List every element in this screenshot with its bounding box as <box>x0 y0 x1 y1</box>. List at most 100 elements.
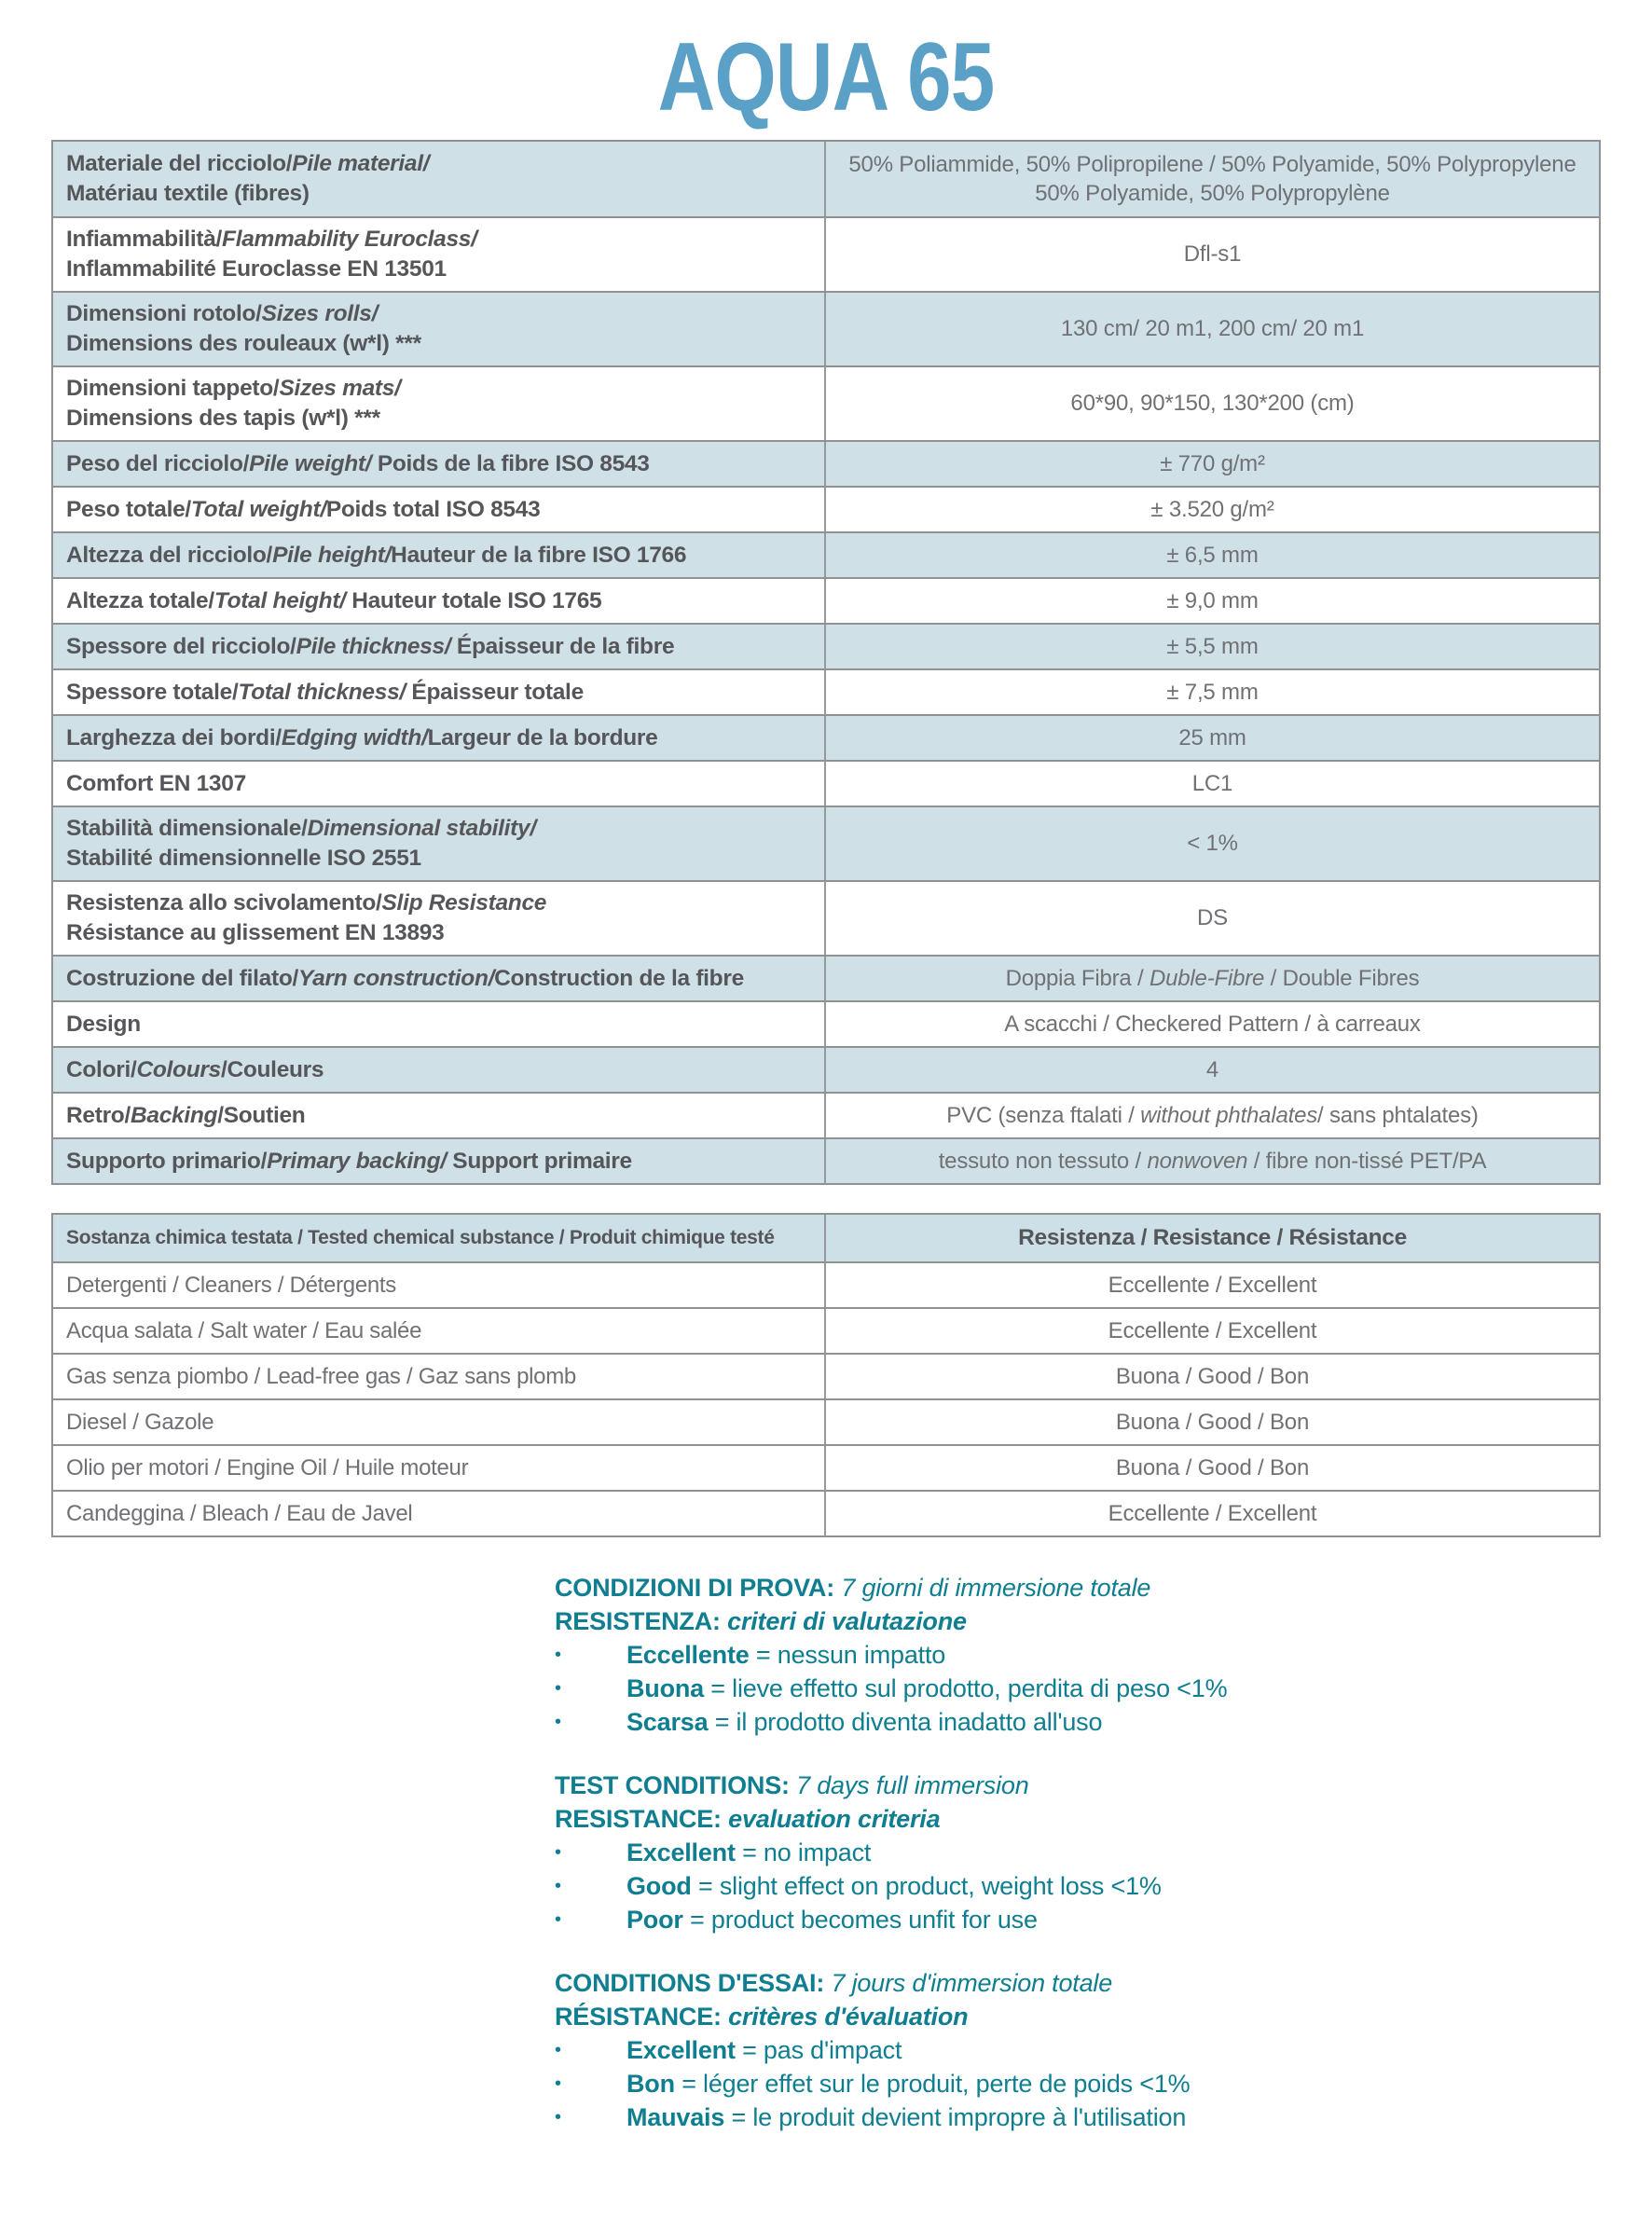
spec-value-cell: 50% Poliammide, 50% Polipropilene / 50% … <box>826 142 1599 216</box>
spec-row: Spessore del ricciolo/Pile thickness/ Ép… <box>53 623 1599 668</box>
text-segment: PVC (senza ftalati / <box>946 1102 1141 1128</box>
chem-row: Diesel / Gazole Buona / Good / Bon <box>53 1398 1599 1444</box>
note-heading: CONDITIONS D'ESSAI: 7 jours d'immersion … <box>555 1966 1652 2000</box>
note-item-text: Bon = léger effet sur le produit, perte … <box>626 2067 1191 2100</box>
page-title: AQUA 65 <box>657 23 996 131</box>
note-block: TEST CONDITIONS: 7 days full immersion RE… <box>555 1769 1652 1936</box>
spec-row: Dimensioni rotolo/Sizes rolls/Dimensions… <box>53 291 1599 365</box>
note-item: • Excellent = pas d'impact <box>555 2033 1652 2067</box>
spec-label-cell: Spessore del ricciolo/Pile thickness/ Ép… <box>53 625 826 668</box>
text-segment: = pas d'impact <box>735 2036 902 2064</box>
text-segment: RESISTENZA <box>555 1607 713 1635</box>
note-item-text: Excellent = pas d'impact <box>626 2033 902 2067</box>
text-segment: Colori/ <box>66 1056 137 1082</box>
spec-row: Peso del ricciolo/Pile weight/ Poids de … <box>53 440 1599 486</box>
note-item-text: Poor = product becomes unfit for use <box>626 1903 1038 1936</box>
note-block: CONDITIONS D'ESSAI: 7 jours d'immersion … <box>555 1966 1652 2134</box>
spec-value-cell: ± 6,5 mm <box>826 533 1599 577</box>
spec-row: Materiale del ricciolo/Pile material/Mat… <box>53 142 1599 216</box>
text-segment: Flammability Euroclass/ <box>222 227 477 253</box>
spec-row: Resistenza allo scivolamento/Slip Resist… <box>53 880 1599 955</box>
text-line: Dimensioni rotolo/Sizes rolls/ <box>66 299 811 329</box>
bullet-icon: • <box>555 1842 561 1863</box>
text-segment: = le produit devient impropre à l'utilis… <box>724 2103 1187 2131</box>
text-segment: Construction de la fibre <box>494 965 744 991</box>
text-segment: Primary backing/ <box>267 1148 447 1174</box>
text-line: Altezza del ricciolo/Pile height/Hauteur… <box>66 541 811 571</box>
text-segment: Résistance au glissement EN 13893 <box>66 920 445 945</box>
text-segment: RESISTANCE <box>555 1805 714 1833</box>
bullet-icon: • <box>555 2073 561 2094</box>
text-line: ± 7,5 mm <box>1166 678 1258 707</box>
text-line: ± 5,5 mm <box>1166 632 1258 661</box>
text-line: A scacchi / Checkered Pattern / à carrea… <box>1004 1010 1421 1039</box>
spec-label-cell: Spessore totale/Total thickness/ Épaisse… <box>53 670 826 714</box>
spec-table: Materiale del ricciolo/Pile material/Mat… <box>51 140 1601 1185</box>
text-segment: Poor <box>626 1906 683 1934</box>
spec-label-cell: Infiammabilità/Flammability Euroclass/In… <box>53 218 826 291</box>
spec-label-cell: Altezza totale/Total height/ Hauteur tot… <box>53 579 826 623</box>
spec-row: Spessore totale/Total thickness/ Épaisse… <box>53 668 1599 714</box>
text-segment: = no impact <box>735 1838 872 1866</box>
spec-row: Larghezza dei bordi/Edging width/Largeur… <box>53 714 1599 760</box>
note-item: • Excellent = no impact <box>555 1836 1652 1869</box>
spec-value-cell: tessuto non tessuto / nonwoven / fibre n… <box>826 1139 1599 1183</box>
text-line: Peso totale/Total weight/Poids total ISO… <box>66 495 811 525</box>
text-segment: Sizes rolls/ <box>261 301 379 327</box>
text-segment: Larghezza dei bordi/ <box>66 724 282 750</box>
text-segment: Hauteur de la fibre ISO 1766 <box>391 542 687 568</box>
text-segment: Resistenza allo scivolamento/ <box>66 890 382 916</box>
chem-resistance-cell: Buona / Good / Bon <box>1115 1363 1310 1389</box>
text-segment: /Couleurs <box>220 1056 324 1082</box>
text-segment: Total height/ <box>213 587 346 613</box>
spec-value-cell: ± 9,0 mm <box>826 579 1599 623</box>
text-line: 50% Polyamide, 50% Polypropylène <box>1035 179 1390 208</box>
text-line: Dimensions des tapis (w*l) *** <box>66 404 811 434</box>
chem-table: Sostanza chimica testata / Tested chemic… <box>51 1213 1601 1537</box>
bullet-icon: • <box>555 2107 561 2127</box>
spec-value-cell: < 1% <box>826 807 1599 880</box>
text-segment: : <box>712 1607 728 1635</box>
text-line: ± 3.520 g/m² <box>1150 495 1273 524</box>
text-segment: Good <box>626 1872 692 1900</box>
spec-row: Infiammabilità/Flammability Euroclass/In… <box>53 216 1599 291</box>
chem-resistance-cell: Eccellente / Excellent <box>1108 1272 1317 1298</box>
spec-row: Altezza del ricciolo/Pile height/Hauteur… <box>53 531 1599 577</box>
text-segment: LC1 <box>1191 770 1233 796</box>
spec-value-cell: DS <box>826 882 1599 955</box>
spec-value-cell: Dfl-s1 <box>826 218 1599 291</box>
spec-value-cell: ± 770 g/m² <box>826 442 1599 486</box>
text-segment: : <box>713 1805 729 1833</box>
note-item: • Bon = léger effet sur le produit, perte… <box>555 2067 1652 2100</box>
text-segment: CONDIZIONI DI PROVA: <box>555 1574 835 1602</box>
note-item: • Poor = product becomes unfit for use <box>555 1903 1652 1936</box>
text-line: Supporto primario/Primary backing/ Suppo… <box>66 1147 811 1177</box>
text-segment: Costruzione del filato/ <box>66 965 298 991</box>
text-segment: Duble-Fibre <box>1150 965 1265 991</box>
text-segment: Peso totale/ <box>66 496 191 522</box>
text-segment: = slight effect on product, weight loss … <box>691 1872 1162 1900</box>
spec-label-cell: Stabilità dimensionale/Dimensional stabi… <box>53 807 826 880</box>
text-line: Stabilità dimensionale/Dimensional stabi… <box>66 814 811 844</box>
text-line: Dfl-s1 <box>1184 240 1242 269</box>
text-segment: Total thickness/ <box>238 679 406 705</box>
text-segment: ± 7,5 mm <box>1166 679 1259 705</box>
spec-value-cell: ± 5,5 mm <box>826 625 1599 668</box>
text-line: PVC (senza ftalati / without phthalates/… <box>946 1101 1479 1130</box>
text-segment: evaluation criteria <box>728 1805 941 1833</box>
text-line: Costruzione del filato/Yarn construction… <box>66 964 811 994</box>
text-segment: Altezza del ricciolo/ <box>66 542 273 568</box>
spec-label-cell: Design <box>53 1002 826 1046</box>
spec-row: Dimensioni tappeto/Sizes mats/Dimensions… <box>53 365 1599 440</box>
text-segment: Hauteur totale ISO 1765 <box>345 587 602 613</box>
text-segment: Bon <box>626 2070 675 2098</box>
text-segment: Eccellente <box>626 1641 750 1669</box>
spec-value-cell: 4 <box>826 1048 1599 1092</box>
text-line: Design <box>66 1010 811 1040</box>
note-heading: CONDIZIONI DI PROVA: 7 giorni di immersi… <box>555 1571 1652 1604</box>
text-line: 4 <box>1206 1055 1218 1084</box>
spec-row: Stabilità dimensionale/Dimensional stabi… <box>53 806 1599 880</box>
text-segment: Stabilità dimensionale/ <box>66 816 308 842</box>
text-segment: Infiammabilità/ <box>66 227 223 253</box>
text-line: 50% Poliammide, 50% Polipropilene / 50% … <box>848 150 1576 179</box>
